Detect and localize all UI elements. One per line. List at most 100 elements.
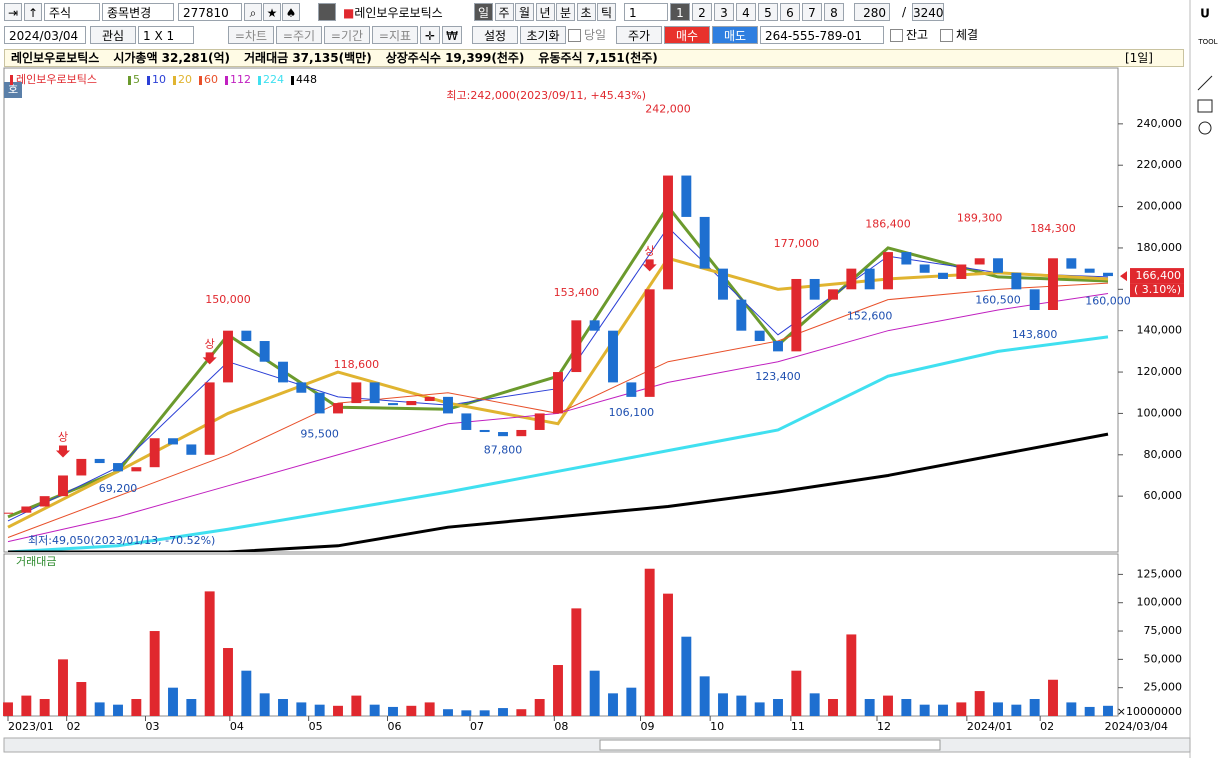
candle — [736, 299, 747, 331]
scrollbar[interactable] — [3, 737, 1191, 753]
number-button[interactable]: 6 — [780, 3, 800, 21]
reset-button[interactable]: 초기화 — [520, 26, 566, 44]
legend-swatch — [173, 76, 176, 85]
candle — [296, 382, 307, 393]
candle — [626, 382, 637, 397]
legend-entry: 10 — [152, 73, 166, 86]
buy-button[interactable]: 매수 — [664, 26, 710, 44]
volume-bar — [791, 670, 802, 716]
volume-bar — [516, 709, 527, 716]
candle — [388, 403, 398, 406]
candle — [553, 372, 563, 414]
period-button[interactable]: 주 — [494, 3, 514, 21]
price-annotation: 95,500 — [300, 428, 339, 441]
interval-select[interactable]: 1 — [624, 3, 668, 21]
x-tick-label: 2024/01 — [967, 720, 1013, 733]
cross-button[interactable]: ✛ — [420, 26, 440, 44]
grid-button[interactable] — [318, 3, 336, 21]
quote-button[interactable]: 호 — [8, 83, 18, 96]
volume-bar — [369, 704, 380, 716]
volume-bar — [956, 702, 967, 716]
volume-bar — [333, 705, 343, 716]
volume-bar — [76, 682, 87, 716]
info-name: 레인보우로보틱스 — [11, 51, 100, 65]
candle — [21, 506, 32, 513]
x-tick-label: 04 — [230, 720, 244, 733]
volume-y-tick-label: 50,000 — [1144, 652, 1183, 665]
layout-select[interactable]: 1 X 1 — [138, 26, 194, 44]
volume-bar — [204, 591, 215, 716]
volume-bar — [223, 648, 233, 716]
candle — [864, 268, 875, 290]
number-button[interactable]: 2 — [692, 3, 712, 21]
tool-label: TOOL — [1197, 38, 1217, 46]
count-input[interactable]: 280 — [854, 3, 890, 21]
number-button[interactable]: 1 — [670, 3, 690, 21]
settings-button[interactable]: 설정 — [472, 26, 518, 44]
price-annotation: 69,200 — [99, 482, 138, 495]
today-checkbox[interactable]: 당일 — [568, 26, 606, 44]
candle — [1048, 258, 1058, 310]
period-button[interactable]: 일 — [474, 3, 493, 21]
won-button[interactable]: ₩ — [442, 26, 462, 44]
stock-name[interactable]: ■레인보우로보틱스 — [338, 3, 468, 21]
volume-bar — [901, 699, 912, 716]
number-button[interactable]: 4 — [736, 3, 756, 21]
filled-checkbox[interactable]: 체결 — [940, 26, 978, 44]
quote-button-bg[interactable] — [4, 82, 22, 98]
candle — [369, 382, 380, 404]
scroll-thumb[interactable] — [599, 739, 941, 751]
watch-button[interactable]: 관심 — [90, 26, 136, 44]
menu-button[interactable]: =주기 — [276, 26, 322, 44]
spade-button[interactable]: ♠ — [282, 3, 300, 21]
stock-name-text: 레인보우로보틱스 — [354, 6, 443, 20]
price-button[interactable]: 주가 — [616, 26, 662, 44]
sell-button[interactable]: 매도 — [712, 26, 758, 44]
change-select[interactable]: 종목변경 — [102, 3, 174, 21]
period-button[interactable]: 틱 — [597, 3, 616, 21]
balance-checkbox[interactable]: 잔고 — [890, 26, 928, 44]
menu-button[interactable]: =차트 — [228, 26, 274, 44]
period-label: [1일] — [1124, 51, 1153, 65]
code-select[interactable]: 277810 — [178, 3, 242, 21]
market-select[interactable]: 주식 — [44, 3, 100, 21]
line-tool[interactable] — [1197, 75, 1213, 91]
info-item: 거래대금 37,135(백만) — [243, 51, 372, 65]
number-button[interactable]: 7 — [802, 3, 822, 21]
number-button[interactable]: 5 — [758, 3, 778, 21]
candle — [131, 467, 142, 472]
menu-button[interactable]: =기간 — [324, 26, 370, 44]
price-annotation: 242,000 — [645, 103, 691, 116]
x-tick-label: 03 — [146, 720, 160, 733]
period-button[interactable]: 초 — [576, 3, 596, 21]
user-button[interactable]: U — [1200, 7, 1210, 21]
volume-bar — [314, 704, 325, 716]
volume-bar — [828, 699, 838, 716]
candle — [479, 429, 490, 433]
period-button[interactable]: 년 — [535, 3, 555, 21]
info-item: 시가총액 32,281(억) — [113, 51, 230, 65]
x-tick-label: 12 — [877, 720, 891, 733]
volume-bar — [259, 693, 270, 716]
volume-bar — [534, 699, 545, 716]
period-button[interactable]: 분 — [556, 3, 575, 21]
nav-button[interactable]: ↑ — [24, 3, 42, 21]
ma-line — [7, 256, 1109, 529]
legend-entry: 224 — [263, 73, 284, 86]
rect-tool[interactable] — [1197, 99, 1213, 113]
number-button[interactable]: 8 — [824, 3, 844, 21]
account-select[interactable]: 264-555-789-01 — [760, 26, 884, 44]
legend-entry: 112 — [230, 73, 251, 86]
number-button[interactable]: 3 — [714, 3, 734, 21]
x-tick-label: 09 — [641, 720, 655, 733]
menu-button[interactable]: =지표 — [372, 26, 418, 44]
circle-tool[interactable] — [1198, 121, 1212, 135]
star-button[interactable]: ★ — [263, 3, 281, 21]
price-annotation: 186,400 — [865, 218, 911, 231]
volume-unit: ×10000000 — [1117, 705, 1182, 718]
nav-button[interactable]: ⇥ — [4, 3, 22, 21]
volume-bar — [388, 706, 398, 716]
period-button[interactable]: 월 — [515, 3, 534, 21]
date-input[interactable]: 2024/03/04 — [4, 26, 86, 44]
search-button[interactable]: ⌕ — [244, 3, 262, 21]
